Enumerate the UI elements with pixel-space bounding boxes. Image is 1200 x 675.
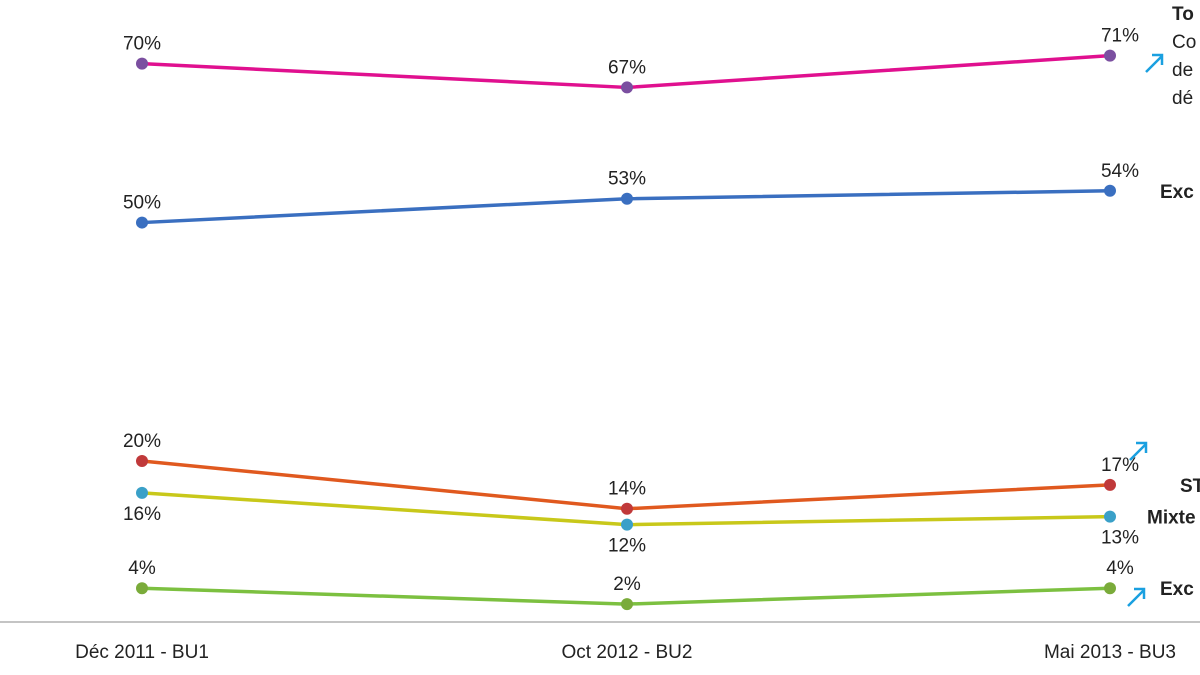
data-point <box>136 582 148 595</box>
data-point <box>1104 510 1116 523</box>
data-label: 13% <box>1101 528 1139 549</box>
series: 16% 12% 13% Mixte <box>123 486 1196 557</box>
x-tick-label: Mai 2013 - BU3 <box>1044 642 1176 663</box>
data-point <box>1104 49 1116 62</box>
trend-arrow <box>1127 587 1146 607</box>
data-point <box>621 502 633 515</box>
data-point <box>1104 184 1116 197</box>
data-point <box>1104 478 1116 491</box>
data-label: 67% <box>608 57 646 78</box>
legend-label: de <box>1172 60 1193 81</box>
series: 20% 14% 17% ST <box>123 431 1200 515</box>
data-label: 70% <box>123 34 161 55</box>
x-tick-label: Déc 2011 - BU1 <box>75 642 209 663</box>
series: 50% 53% 54% Exc <box>123 161 1194 229</box>
data-point <box>136 57 148 70</box>
data-label: 16% <box>123 504 161 525</box>
data-point <box>136 216 148 229</box>
legend-label: To <box>1172 4 1194 25</box>
data-point <box>621 81 633 94</box>
data-label: 2% <box>613 574 641 595</box>
legend-label: Exc <box>1160 182 1194 203</box>
data-point <box>136 455 148 468</box>
legend-label: ST <box>1180 476 1200 497</box>
x-tick-label: Oct 2012 - BU2 <box>562 642 693 663</box>
trend-arrow <box>1145 53 1164 73</box>
data-label: 14% <box>608 479 646 500</box>
data-label: 4% <box>1106 558 1134 579</box>
data-point <box>1104 582 1116 595</box>
data-point <box>136 486 148 499</box>
legend-label: Co <box>1172 32 1196 53</box>
data-point <box>621 518 633 531</box>
data-point <box>621 598 633 611</box>
data-label: 71% <box>1101 26 1139 47</box>
data-label: 12% <box>608 536 646 557</box>
legend-label: Exc <box>1160 579 1194 600</box>
legend-label: Mixte <box>1147 508 1196 529</box>
series: 4% 2% 4% Exc <box>128 558 1194 611</box>
legend-label: dé <box>1172 88 1193 109</box>
data-label: 20% <box>123 431 161 452</box>
trend-arrow <box>1129 441 1148 461</box>
data-label: 4% <box>128 558 156 579</box>
trend-arrows <box>1127 53 1164 607</box>
data-label: 50% <box>123 193 161 214</box>
data-label: 54% <box>1101 161 1139 182</box>
data-point <box>621 192 633 205</box>
data-label: 53% <box>608 169 646 190</box>
series: 70% 67% 71% To Co de dé <box>123 4 1196 109</box>
data-label: 17% <box>1101 455 1139 476</box>
